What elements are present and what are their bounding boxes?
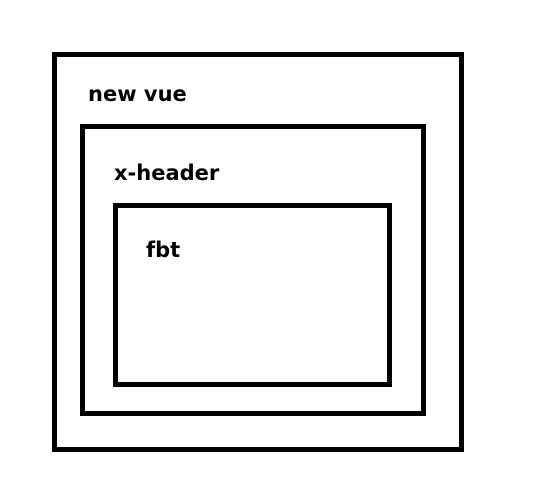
x-header-label: x-header xyxy=(114,161,220,185)
new-vue-label: new vue xyxy=(88,82,187,106)
fbt-label: fbt xyxy=(146,238,181,262)
fbt-container-box xyxy=(113,203,392,387)
